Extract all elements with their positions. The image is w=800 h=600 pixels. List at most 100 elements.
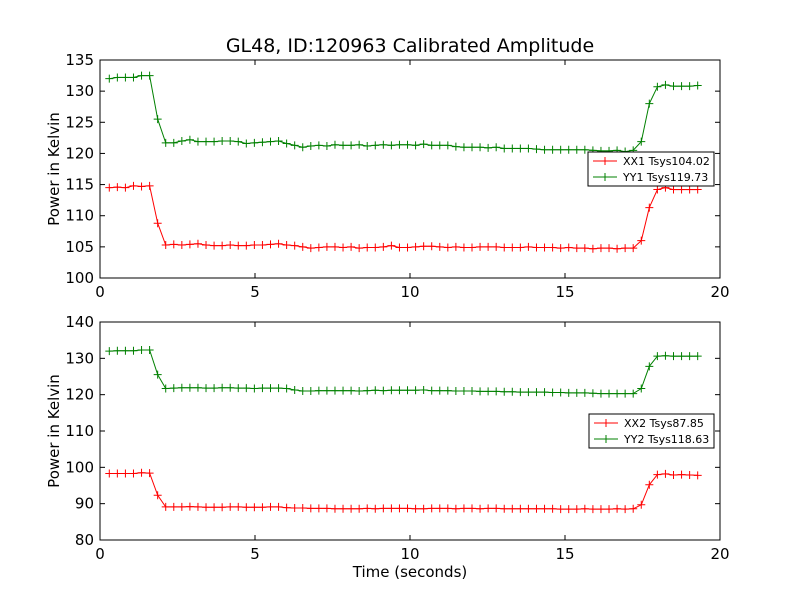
- data-point: [596, 505, 605, 514]
- data-point: [476, 504, 485, 513]
- data-point: [185, 383, 194, 392]
- data-point: [661, 351, 670, 360]
- data-point: [355, 504, 364, 513]
- data-point: [177, 136, 186, 145]
- data-point: [524, 388, 533, 397]
- data-point: [395, 243, 404, 252]
- data-point: [306, 141, 315, 150]
- data-point: [516, 504, 525, 513]
- y-tick-label: 140: [65, 313, 94, 331]
- data-point: [580, 504, 589, 513]
- data-point: [540, 243, 549, 252]
- data-point: [596, 244, 605, 253]
- data-point: [137, 182, 146, 191]
- data-point: [492, 143, 501, 152]
- data-point: [451, 142, 460, 151]
- data-point: [468, 243, 476, 252]
- data-point: [468, 387, 476, 396]
- data-point: [379, 140, 388, 149]
- data-point: [185, 502, 194, 511]
- data-point: [234, 384, 243, 393]
- data-point: [484, 143, 493, 152]
- data-point: [476, 387, 485, 396]
- data-point: [605, 389, 614, 398]
- data-point: [371, 386, 380, 395]
- data-point: [427, 386, 436, 395]
- data-point: [669, 470, 678, 479]
- data-point: [322, 386, 331, 395]
- data-point: [508, 504, 517, 513]
- data-point: [298, 504, 307, 513]
- data-point: [226, 240, 235, 249]
- y-tick-label: 115: [65, 176, 94, 194]
- data-point: [314, 141, 323, 150]
- data-point: [250, 240, 259, 249]
- data-point: [621, 244, 630, 253]
- data-point: [677, 185, 686, 194]
- y-tick-label: 120: [65, 144, 94, 162]
- data-point: [637, 236, 646, 245]
- data-point: [476, 242, 485, 251]
- data-point: [427, 141, 436, 150]
- data-point: [145, 345, 154, 354]
- data-point: [242, 384, 251, 393]
- data-point: [347, 504, 356, 513]
- data-point: [193, 383, 202, 392]
- legend-label: YY2 Tsys118.63: [623, 433, 709, 446]
- data-point: [210, 384, 219, 393]
- data-point: [459, 504, 468, 513]
- data-point: [669, 352, 678, 361]
- data-point: [508, 387, 517, 396]
- data-point: [653, 470, 662, 479]
- data-point: [653, 352, 662, 361]
- data-point: [282, 240, 291, 249]
- legend: XX1 Tsys104.02 YY1 Tsys119.73: [587, 151, 715, 187]
- data-point: [387, 241, 396, 250]
- data-point: [605, 244, 614, 253]
- x-tick-label: 20: [710, 545, 729, 563]
- data-point: [234, 241, 243, 250]
- data-point: [653, 82, 662, 91]
- data-point: [451, 504, 460, 513]
- x-tick-label: 0: [95, 545, 105, 563]
- data-point: [202, 240, 211, 249]
- data-point: [637, 500, 646, 509]
- data-point: [210, 241, 219, 250]
- data-point: [403, 140, 412, 149]
- data-point: [363, 504, 372, 513]
- data-point: [298, 242, 307, 251]
- data-point: [564, 505, 573, 514]
- data-point: [605, 505, 614, 514]
- data-point: [185, 240, 194, 249]
- data-point: [435, 242, 444, 251]
- data-point: [484, 242, 493, 251]
- y-tick-label: 90: [75, 495, 94, 513]
- data-point: [677, 352, 686, 361]
- x-tick-label: 15: [555, 283, 574, 301]
- data-point: [105, 74, 114, 83]
- data-point: [113, 183, 122, 192]
- data-point: [419, 242, 428, 251]
- data-point: [185, 135, 194, 144]
- x-tick-label: 20: [710, 283, 729, 301]
- data-point: [137, 468, 146, 477]
- data-point: [524, 144, 533, 153]
- data-point: [379, 504, 388, 513]
- data-point: [379, 386, 388, 395]
- data-point: [330, 386, 339, 395]
- data-point: [580, 388, 589, 397]
- legend-label: XX1 Tsys104.02: [623, 155, 710, 168]
- y-tick-label: 125: [65, 113, 94, 131]
- data-point: [548, 243, 557, 252]
- data-point: [298, 387, 307, 396]
- data-point: [580, 145, 589, 154]
- data-point: [548, 388, 557, 397]
- top-subplot: 0 5 10 15 20 100 105 110 115 120 125 130 135 Power in…: [45, 51, 730, 301]
- data-point: [145, 71, 154, 80]
- data-point: [484, 504, 493, 513]
- data-point: [556, 505, 565, 514]
- x-tick-label: 10: [400, 545, 419, 563]
- data-point: [677, 82, 686, 91]
- data-point: [105, 347, 114, 356]
- data-point: [564, 243, 573, 252]
